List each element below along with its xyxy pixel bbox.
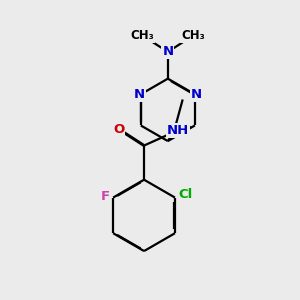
- Text: N: N: [162, 45, 173, 58]
- Text: CH₃: CH₃: [131, 29, 154, 42]
- Text: NH: NH: [167, 124, 189, 137]
- Text: O: O: [113, 123, 124, 136]
- Text: N: N: [134, 88, 145, 101]
- Text: CH₃: CH₃: [181, 29, 205, 42]
- Text: N: N: [191, 88, 202, 101]
- Text: Cl: Cl: [178, 188, 193, 201]
- Text: F: F: [101, 190, 110, 202]
